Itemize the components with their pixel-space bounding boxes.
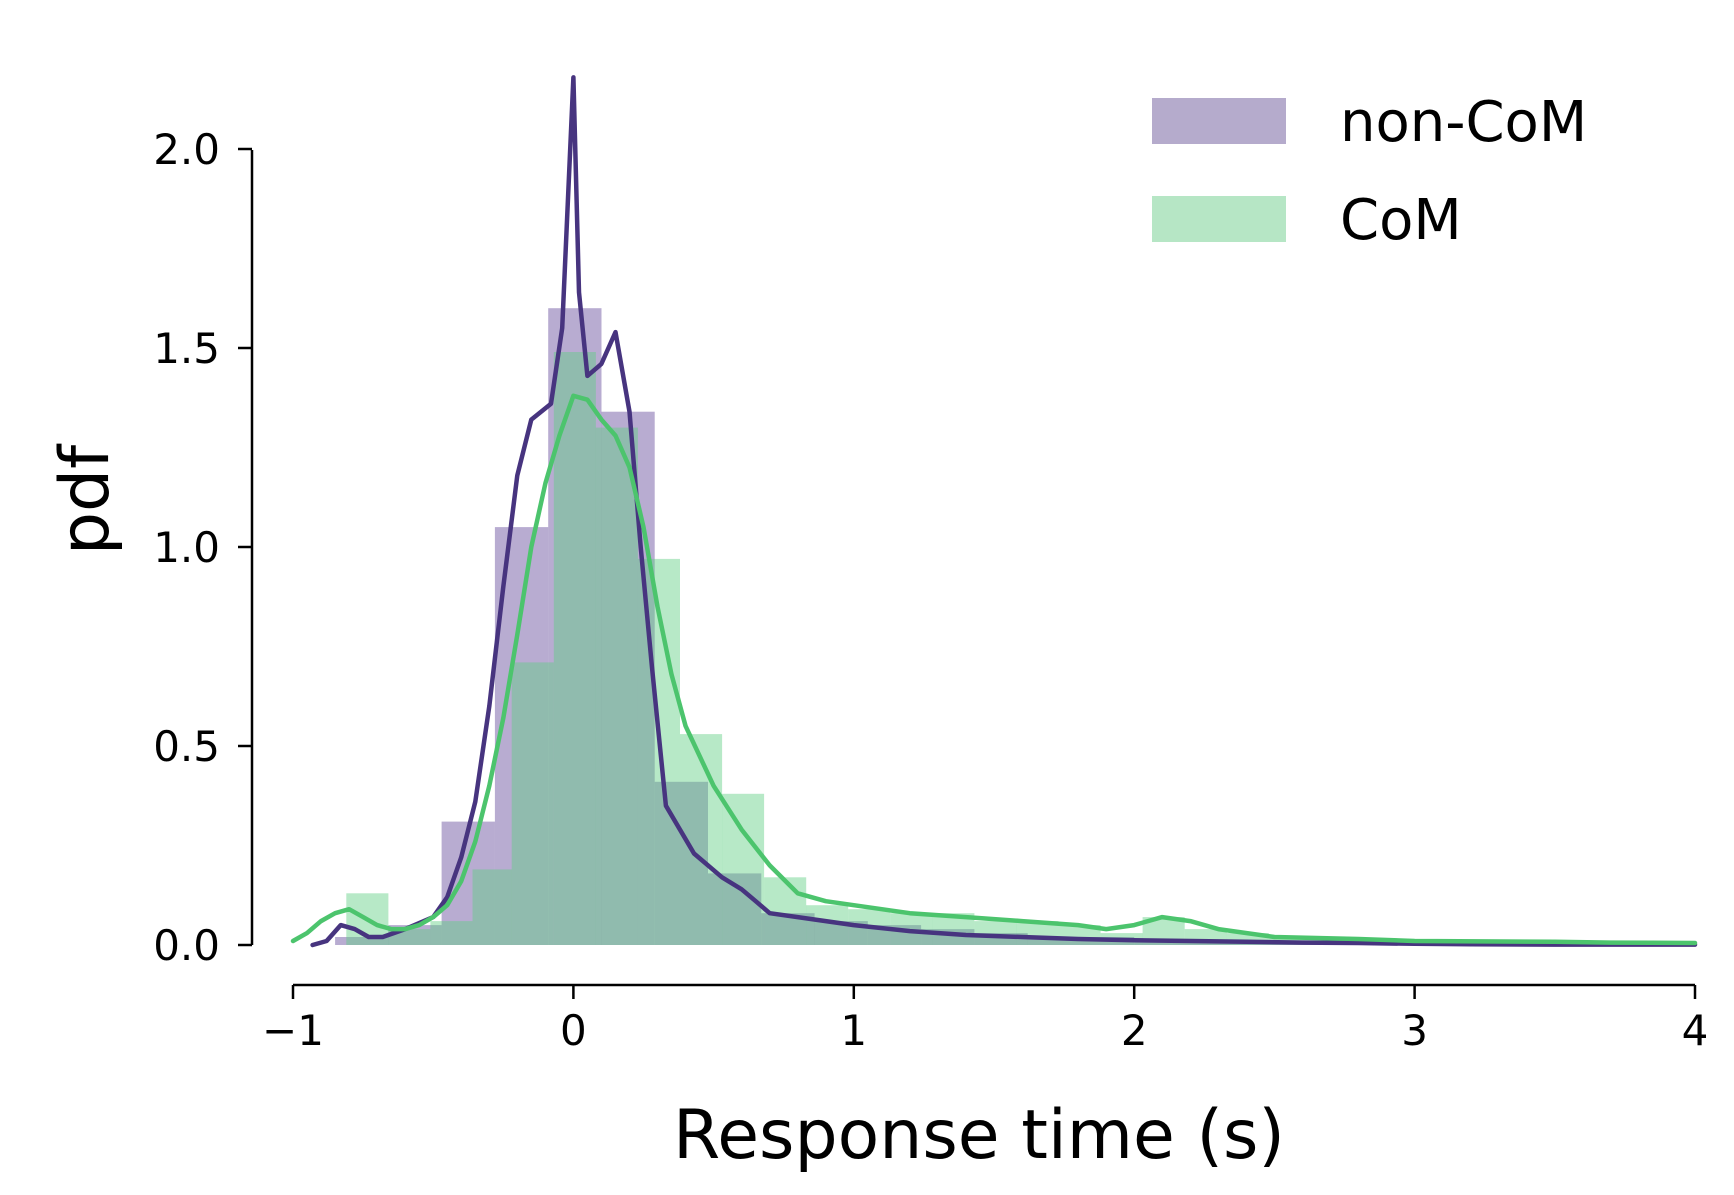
legend: non-CoM CoM <box>1152 90 1587 253</box>
hist-bar-com-2 <box>430 921 473 945</box>
hist-bar-com-6 <box>595 427 638 946</box>
y-tick-label-1: 0.5 <box>153 722 220 771</box>
y-tick-label-2: 1.0 <box>153 523 220 572</box>
y-tick-label-0: 0.0 <box>153 921 220 970</box>
hist-bar-noncom-4 <box>548 308 602 945</box>
y-axis-title: pdf <box>46 443 125 555</box>
hist-bar-com-5 <box>553 352 596 945</box>
density-line-layer <box>290 75 1698 948</box>
hist-bar-com-3 <box>472 869 512 945</box>
y-tick-label-3: 1.5 <box>153 324 220 373</box>
hist-bar-com-21 <box>1226 933 1269 945</box>
legend-label-com: CoM <box>1340 188 1462 253</box>
x-tick-label-0: −1 <box>262 1006 324 1055</box>
density-line-noncom <box>310 75 1698 948</box>
hist-bar-noncom-0 <box>335 937 389 945</box>
hist-bar-noncom-5 <box>601 411 655 945</box>
legend-swatch-noncom <box>1152 98 1286 144</box>
axes: 0.0 0.5 1.0 1.5 2.0 −1 0 1 2 3 4 <box>153 125 1708 1055</box>
x-tick-label-3: 2 <box>1121 1006 1148 1055</box>
hist-bar-noncom-13 <box>1027 937 1081 945</box>
x-tick-label-4: 3 <box>1401 1006 1428 1055</box>
x-tick-label-2: 1 <box>840 1006 867 1055</box>
legend-swatch-com <box>1152 196 1286 242</box>
hist-bar-com-15 <box>974 921 1017 945</box>
y-tick-label-4: 2.0 <box>153 125 220 174</box>
hist-bar-noncom-15 <box>1134 941 1188 945</box>
hist-bar-noncom-6 <box>654 781 708 945</box>
density-line-com <box>290 393 1698 946</box>
hist-bar-com-4 <box>511 662 554 945</box>
x-axis-title: Response time (s) <box>673 1096 1285 1175</box>
x-tick-label-5: 4 <box>1682 1006 1709 1055</box>
legend-label-noncom: non-CoM <box>1340 90 1587 155</box>
x-tick-label-1: 0 <box>560 1006 587 1055</box>
hist-bar-noncom-12 <box>974 933 1028 945</box>
hist-bar-com-9 <box>722 793 765 945</box>
